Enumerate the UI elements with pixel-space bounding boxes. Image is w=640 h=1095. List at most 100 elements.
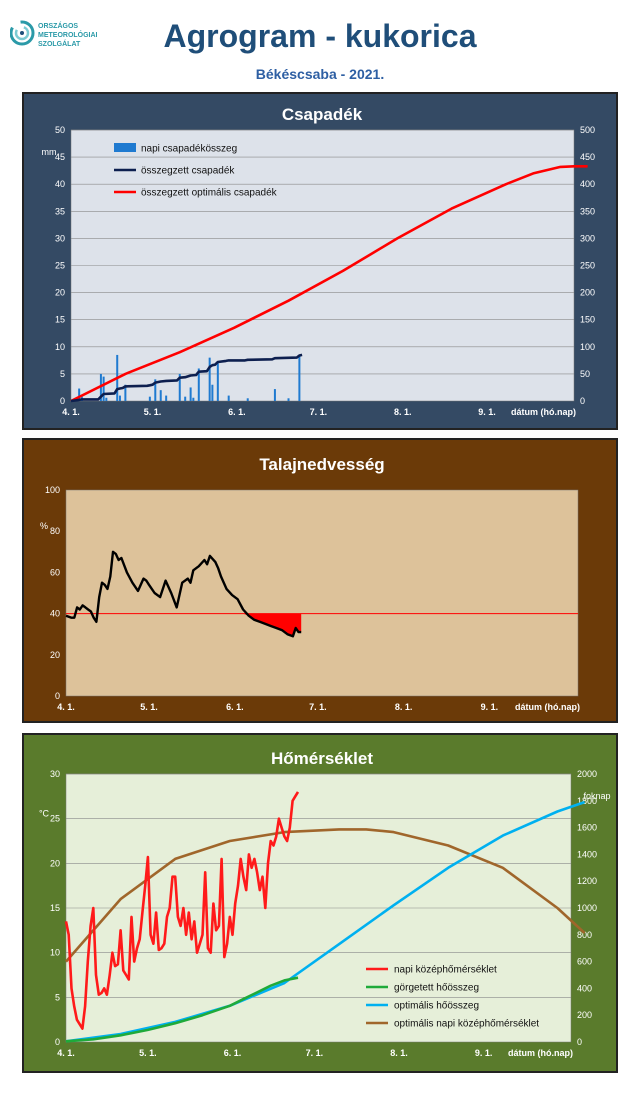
y-tick-label: 5 xyxy=(60,369,65,379)
y-tick-label: 80 xyxy=(50,526,60,536)
plot-area xyxy=(65,489,579,697)
x-tick-label: 7. 1. xyxy=(309,702,327,712)
y2-tick-label: 500 xyxy=(580,125,595,135)
y2-tick-label: 800 xyxy=(577,930,592,940)
y2-tick-label: 1600 xyxy=(577,823,597,833)
precip-bar xyxy=(148,396,151,401)
y2-tick-label: 2000 xyxy=(577,769,597,779)
soil-moisture-panel: Talajnedvesség 0 20 40 60 80 100% 4. 1. 5. 1. 6.… xyxy=(22,438,618,723)
y2-tick-label: 1200 xyxy=(577,876,597,886)
x-tick-label: 8. 1. xyxy=(390,1048,408,1058)
x-tick-label: 6. 1. xyxy=(224,1048,242,1058)
x-tick-label: 6. 1. xyxy=(226,702,244,712)
precip-bar xyxy=(216,363,219,401)
x-tick-label: 6. 1. xyxy=(228,407,246,417)
precip-bar xyxy=(246,398,249,401)
x-tick-label: 9. 1. xyxy=(481,702,499,712)
legend-label: napi középhőmérséklet xyxy=(394,965,497,976)
logo-text: ORSZÁGOS METEOROLÓGIAI SZOLGÁLAT xyxy=(38,23,98,48)
y2-tick-label: 100 xyxy=(580,342,595,352)
y2-tick-label: 300 xyxy=(580,233,595,243)
y-tick-label: 20 xyxy=(50,650,60,660)
x-tick-label: 8. 1. xyxy=(394,407,412,417)
precip-bar xyxy=(197,368,200,401)
page-subtitle: Békéscsaba - 2021. xyxy=(255,66,385,82)
chart-title: Talajnedvesség xyxy=(259,455,384,474)
x-axis-label: dátum (hó.nap) xyxy=(511,407,576,417)
x-tick-label: 7. 1. xyxy=(306,1048,324,1058)
precip-bar xyxy=(227,395,230,401)
page-title: Agrogram - kukorica xyxy=(163,18,477,54)
precip-bar xyxy=(154,379,157,401)
precip-bar xyxy=(178,373,181,401)
x-tick-label: 4. 1. xyxy=(57,1048,75,1058)
x-tick-label: 5. 1. xyxy=(140,702,158,712)
y-tick-label: 15 xyxy=(55,315,65,325)
chart-title: Csapadék xyxy=(282,105,363,124)
precip-bar xyxy=(298,356,301,401)
y2-tick-label: 350 xyxy=(580,206,595,216)
y2-tick-label: 1000 xyxy=(577,903,597,913)
y-tick-label: 30 xyxy=(50,769,60,779)
legend-label: optimális hőösszeg xyxy=(394,1001,479,1012)
logo-swirl-icon xyxy=(9,20,35,46)
deficit-area xyxy=(243,613,302,637)
y-tick-label: 0 xyxy=(55,691,60,701)
temperature-panel: Hőmérséklet 0 5 10 15 20 25 30 0 200 400 600 800 100… xyxy=(22,733,618,1073)
y2-tick-label: 1400 xyxy=(577,849,597,859)
y-axis-label: mm xyxy=(42,147,57,157)
precip-bar xyxy=(159,390,162,401)
omsz-logo: ORSZÁGOS METEOROLÓGIAI SZOLGÁLAT xyxy=(9,18,120,58)
y2-tick-label: 400 xyxy=(580,179,595,189)
y-tick-label: 15 xyxy=(50,903,60,913)
series-line xyxy=(65,828,586,963)
x-tick-label: 4. 1. xyxy=(62,407,80,417)
precip-bar xyxy=(124,384,127,401)
y-tick-label: 5 xyxy=(55,992,60,1002)
legend-label: összegzett optimális csapadék xyxy=(141,188,278,199)
y2-tick-label: 0 xyxy=(580,396,585,406)
precip-bar xyxy=(105,397,108,401)
soil-moisture-line xyxy=(65,550,302,638)
y-tick-label: 20 xyxy=(50,858,60,868)
y2-tick-label: 1800 xyxy=(577,796,597,806)
y2-tick-label: 200 xyxy=(577,1010,592,1020)
series-line xyxy=(65,800,586,1043)
x-tick-label: 7. 1. xyxy=(310,407,328,417)
precip-bar xyxy=(273,389,276,401)
y-axis-label: °C xyxy=(39,809,50,819)
precip-bar xyxy=(184,396,187,401)
soil-moisture-chart: Talajnedvesség 0 20 40 60 80 100% 4. 1. 5. 1. 6.… xyxy=(40,455,580,712)
y-tick-label: 25 xyxy=(50,814,60,824)
y2-tick-label: 0 xyxy=(577,1037,582,1047)
y2-tick-label: 150 xyxy=(580,315,595,325)
x-tick-label: 5. 1. xyxy=(139,1048,157,1058)
y2-tick-label: 250 xyxy=(580,261,595,271)
y-tick-label: 60 xyxy=(50,567,60,577)
y-tick-label: 20 xyxy=(55,288,65,298)
y-tick-label: 50 xyxy=(55,125,65,135)
precip-bar xyxy=(189,387,192,401)
y-tick-label: 0 xyxy=(60,396,65,406)
x-tick-label: 4. 1. xyxy=(57,702,75,712)
y-tick-label: 100 xyxy=(45,485,60,495)
precip-bar xyxy=(192,397,195,401)
legend-label: napi csapadékösszeg xyxy=(141,144,237,155)
legend-label: optimális napi középhőmérséklet xyxy=(394,1019,539,1030)
precip-bar xyxy=(78,388,81,401)
y2-axis-label: foknap xyxy=(583,791,610,801)
x-tick-label: 5. 1. xyxy=(144,407,162,417)
y2-tick-label: 200 xyxy=(580,288,595,298)
precip-bar xyxy=(211,384,214,401)
y-tick-label: 35 xyxy=(55,206,65,216)
x-tick-label: 9. 1. xyxy=(478,407,496,417)
x-axis-label: dátum (hó.nap) xyxy=(515,702,580,712)
precipitation-panel: Csapadék 0 5 10 15 20 25 30 35 40 45 50 0 50 100 150 20… xyxy=(22,92,618,430)
y-tick-label: 30 xyxy=(55,233,65,243)
y2-tick-label: 50 xyxy=(580,369,590,379)
precip-bar xyxy=(208,357,211,401)
y-tick-label: 40 xyxy=(55,179,65,189)
y-tick-label: 25 xyxy=(55,261,65,271)
y2-tick-label: 400 xyxy=(577,983,592,993)
y-axis-label: % xyxy=(40,521,48,531)
